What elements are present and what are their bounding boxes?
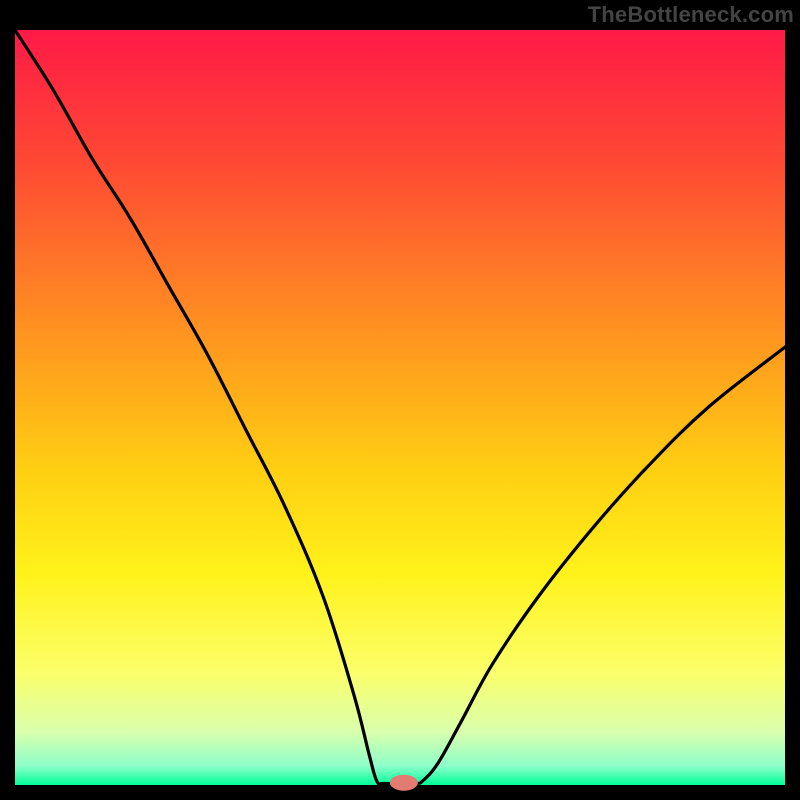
- gradient-background: [15, 30, 785, 785]
- bottleneck-chart-svg: [0, 0, 800, 800]
- target-marker: [390, 775, 418, 791]
- chart-container: TheBottleneck.com: [0, 0, 800, 800]
- watermark-text: TheBottleneck.com: [588, 2, 794, 28]
